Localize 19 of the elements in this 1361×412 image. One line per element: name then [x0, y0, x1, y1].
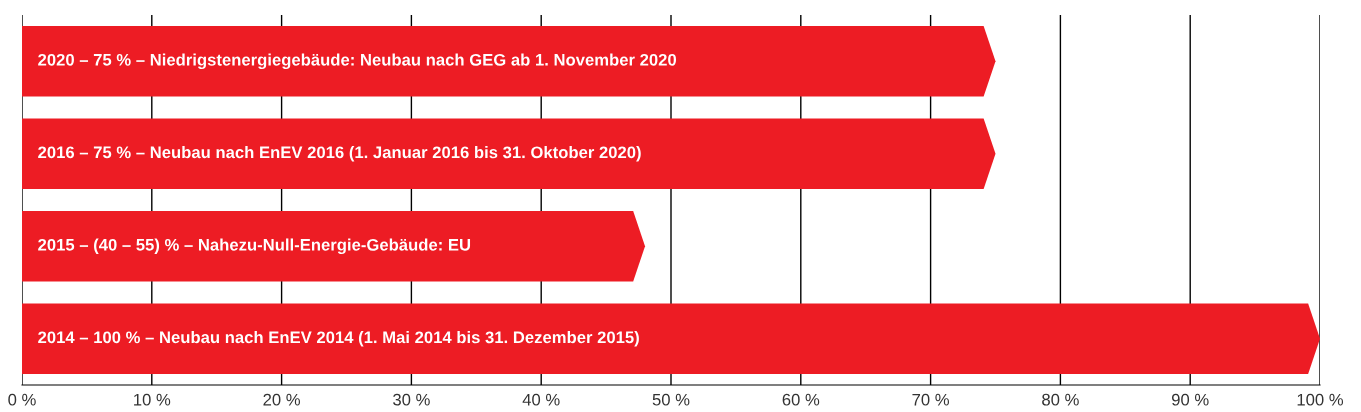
x-tick-label: 20 % [263, 393, 300, 406]
x-tick-label: 0 % [8, 393, 36, 406]
bar [22, 26, 996, 97]
x-tick-label: 70 % [912, 393, 949, 406]
x-tick-label: 40 % [522, 393, 560, 406]
y-tick-label: 2016 – 75 % – Neubau nach EnEV 2016 (1. Januar 2016 bis 31. Oktober 2020) [38, 145, 641, 162]
y-tick-label: 2015 – (40 – 55) % – Nahezu-Null-Energie-Gebäude: EU [38, 238, 471, 255]
y-tick-label: 2020 – 75 % – Niedrigstenergiegebäude: Neubau nach GEG ab 1. November 2020 [38, 53, 677, 70]
bar [22, 303, 1320, 374]
x-tick-label: 60 % [782, 393, 820, 406]
x-tick-label: 80 % [1042, 393, 1079, 406]
x-tick-label: 90 % [1171, 393, 1209, 406]
x-tick-label: 100 % [1297, 393, 1344, 406]
x-tick-label: 10 % [134, 393, 171, 406]
bar [22, 118, 996, 189]
bar [22, 211, 646, 282]
y-tick-label: 2014 – 100 % – Neubau nach EnEV 2014 (1. Mai 2014 bis 31. Dezember 2015) [38, 330, 639, 347]
x-tick-label: 50 % [652, 393, 690, 406]
x-tick-label: 30 % [393, 393, 430, 406]
